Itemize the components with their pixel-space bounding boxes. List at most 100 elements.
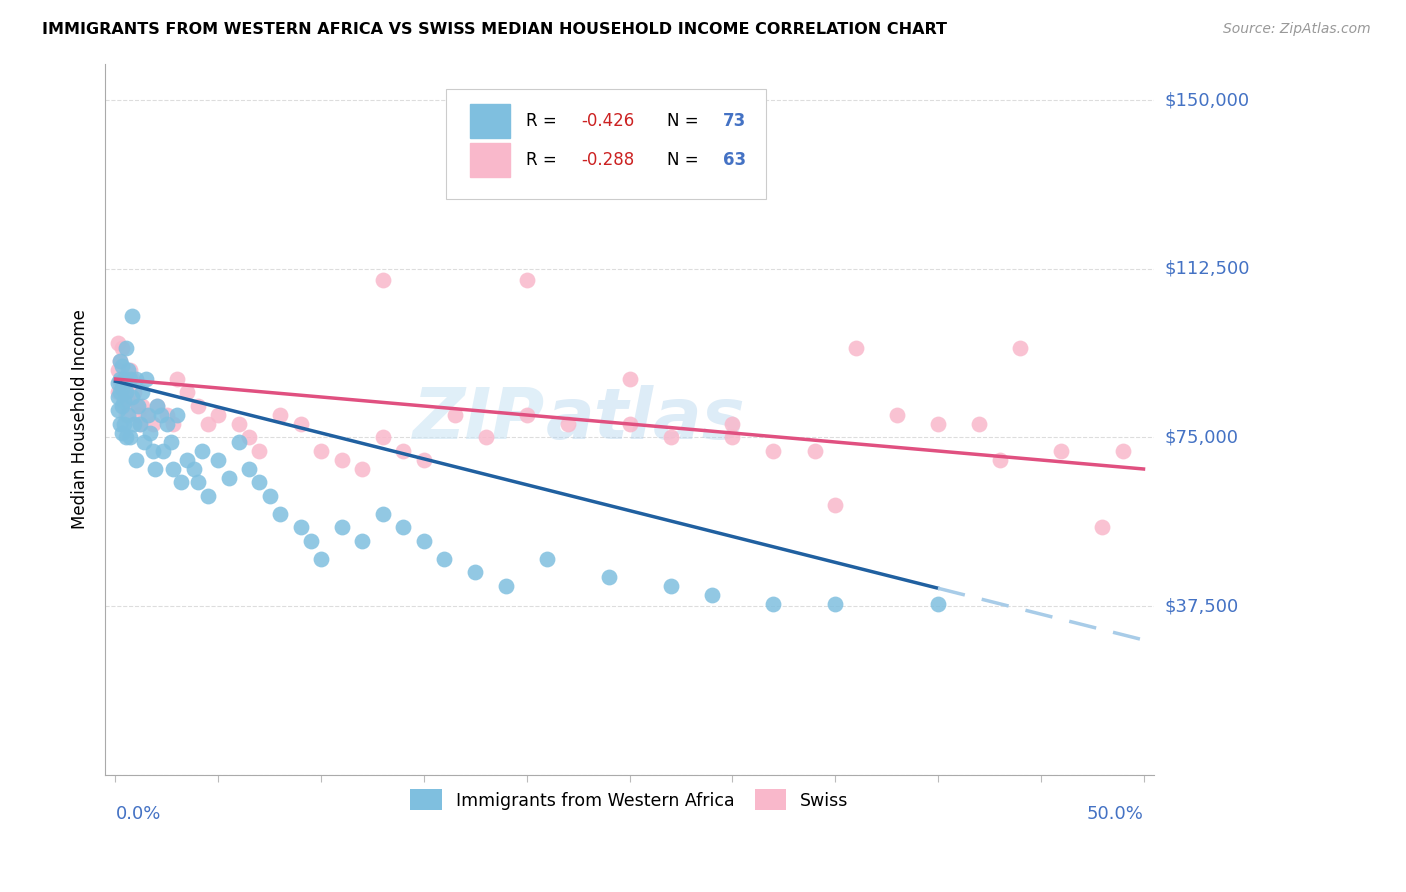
Text: 0.0%: 0.0% [115, 805, 160, 823]
Point [117, 363, 139, 377]
Point [122, 417, 145, 431]
Point [118, 372, 141, 386]
Point [166, 408, 188, 422]
Point [371, 430, 394, 444]
Point [1010, 341, 1032, 355]
Point [228, 435, 250, 450]
Point [474, 430, 496, 444]
Point [131, 399, 153, 413]
Point [152, 444, 174, 458]
Point [111, 381, 134, 395]
Point [121, 309, 143, 323]
Point [107, 363, 129, 377]
Point [107, 385, 129, 400]
Point [721, 430, 744, 444]
Point [118, 363, 141, 377]
Point [176, 385, 198, 400]
Point [112, 385, 135, 400]
Point [108, 376, 131, 391]
Text: 63: 63 [723, 151, 747, 169]
Point [111, 359, 134, 373]
Point [108, 354, 131, 368]
Point [125, 372, 148, 386]
Bar [470, 103, 510, 138]
Point [803, 444, 825, 458]
Point [659, 430, 682, 444]
Point [845, 341, 868, 355]
Point [108, 372, 131, 386]
Point [139, 425, 162, 440]
Point [125, 453, 148, 467]
Point [111, 341, 134, 355]
Point [187, 399, 209, 413]
Point [111, 372, 134, 386]
Point [927, 417, 949, 431]
Point [143, 462, 166, 476]
Text: $150,000: $150,000 [1166, 91, 1250, 109]
Point [309, 444, 332, 458]
Point [138, 408, 160, 422]
Point [108, 354, 131, 368]
Point [1091, 520, 1114, 534]
Point [149, 408, 172, 422]
Point [122, 385, 145, 400]
Text: N =: N = [668, 112, 704, 130]
Text: atlas: atlas [546, 385, 745, 454]
Point [112, 399, 135, 413]
Point [330, 453, 353, 467]
Point [141, 444, 163, 458]
Text: IMMIGRANTS FROM WESTERN AFRICA VS SWISS MEDIAN HOUSEHOLD INCOME CORRELATION CHAR: IMMIGRANTS FROM WESTERN AFRICA VS SWISS … [42, 22, 948, 37]
Point [135, 372, 157, 386]
Text: Source: ZipAtlas.com: Source: ZipAtlas.com [1223, 22, 1371, 37]
Point [269, 507, 291, 521]
Point [111, 425, 134, 440]
Point [166, 372, 188, 386]
Point [125, 399, 148, 413]
Point [187, 475, 209, 490]
Point [118, 430, 141, 444]
Point [659, 579, 682, 593]
Point [112, 394, 135, 409]
Point [156, 408, 179, 422]
Point [824, 498, 846, 512]
Point [197, 489, 219, 503]
Point [536, 552, 558, 566]
Point [443, 408, 465, 422]
Point [112, 372, 135, 386]
Point [309, 552, 332, 566]
Point [516, 408, 538, 422]
Bar [470, 143, 510, 178]
Point [117, 394, 139, 409]
Point [207, 453, 229, 467]
Point [824, 597, 846, 611]
Point [160, 435, 183, 450]
Point [433, 552, 456, 566]
Point [371, 273, 394, 287]
Point [228, 417, 250, 431]
Point [290, 520, 312, 534]
Point [129, 417, 152, 431]
Point [162, 417, 184, 431]
Point [141, 417, 163, 431]
Point [121, 372, 143, 386]
Point [269, 408, 291, 422]
Point [988, 453, 1011, 467]
Point [197, 417, 219, 431]
Point [1112, 444, 1135, 458]
Point [111, 399, 134, 413]
Text: ZIP: ZIP [413, 385, 546, 454]
Point [191, 444, 214, 458]
Point [162, 462, 184, 476]
Point [557, 417, 579, 431]
Point [290, 417, 312, 431]
Point [967, 417, 990, 431]
Point [412, 533, 434, 548]
Point [412, 453, 434, 467]
Point [700, 588, 723, 602]
Text: R =: R = [526, 112, 561, 130]
Point [249, 444, 271, 458]
Point [392, 520, 415, 534]
Text: $37,500: $37,500 [1166, 598, 1239, 615]
Point [330, 520, 353, 534]
Text: $112,500: $112,500 [1166, 260, 1250, 277]
